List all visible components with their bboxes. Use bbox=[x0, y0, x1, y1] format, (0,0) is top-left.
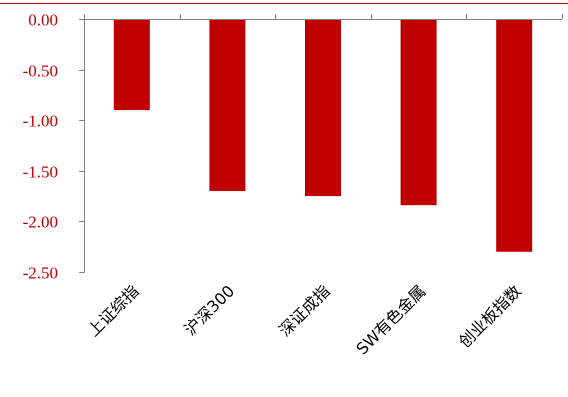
bar-2 bbox=[209, 19, 246, 192]
y-tick-label: -1.50 bbox=[23, 163, 58, 182]
y-tick-label: -2.50 bbox=[23, 264, 58, 283]
y-tick-label: -2.00 bbox=[23, 213, 58, 232]
y-axis: 0.00 -0.50 -1.00 -1.50 -2.00 -2.50 bbox=[23, 11, 85, 283]
bar-1 bbox=[113, 19, 150, 111]
bars bbox=[113, 19, 533, 252]
x-tick-label: SW有色金属 bbox=[352, 281, 429, 358]
bar-5 bbox=[496, 19, 533, 252]
x-tick-label: 沪深300 bbox=[181, 281, 239, 339]
x-tick-label: 上证综指 bbox=[84, 281, 143, 340]
y-tick-label: -1.00 bbox=[23, 112, 58, 131]
x-tick-label: 创业板指数 bbox=[455, 281, 525, 351]
y-tick-label: 0.00 bbox=[28, 11, 58, 30]
bar-4 bbox=[400, 19, 437, 206]
y-tick-label: -0.50 bbox=[23, 62, 58, 81]
x-tick-label: 深证成指 bbox=[275, 281, 334, 340]
bar-3 bbox=[305, 19, 341, 197]
